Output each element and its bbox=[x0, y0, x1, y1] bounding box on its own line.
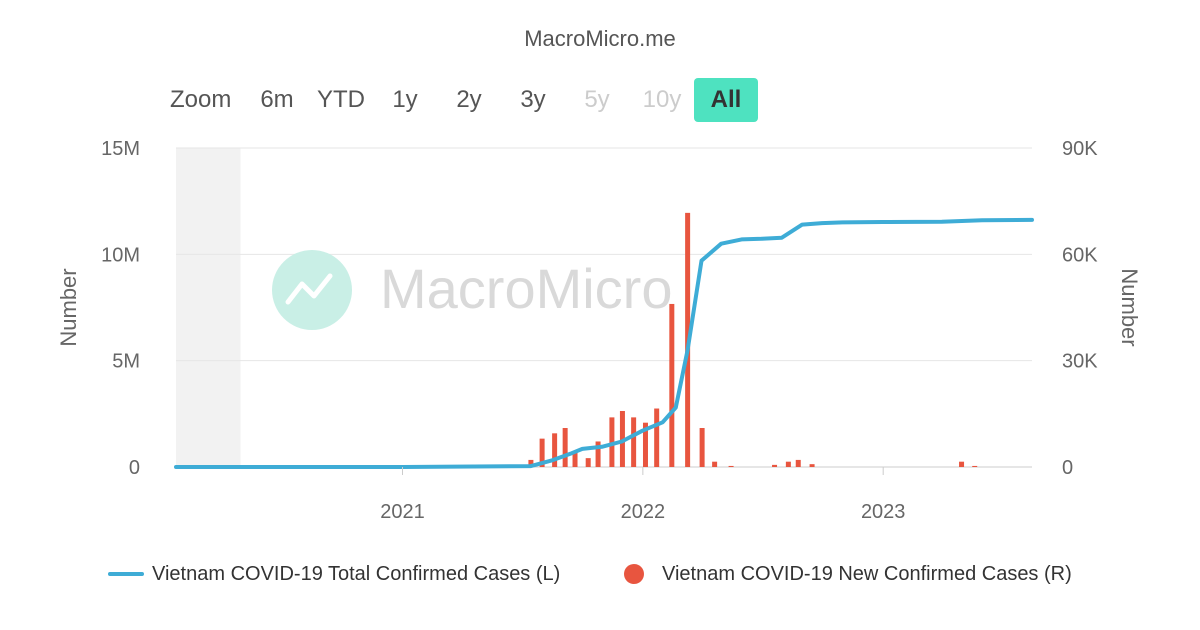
range-button-1y[interactable]: 1y bbox=[392, 86, 418, 113]
new-cases-bar bbox=[795, 459, 801, 467]
legend-label-total-cases: Vietnam COVID-19 Total Confirmed Cases (… bbox=[152, 563, 561, 585]
zoom-label: Zoom bbox=[170, 86, 232, 113]
new-cases-bar bbox=[785, 461, 791, 467]
legend-label-new-cases: Vietnam COVID-19 New Confirmed Cases (R) bbox=[662, 563, 1072, 585]
legend: Vietnam COVID-19 Total Confirmed Cases (… bbox=[0, 558, 1200, 590]
right-axis-tick-label: 0 bbox=[1062, 457, 1073, 479]
new-cases-bar bbox=[699, 428, 705, 467]
new-cases-bar bbox=[959, 461, 965, 467]
left-axis-tick-label: 15M bbox=[101, 138, 140, 160]
new-cases-bar bbox=[728, 465, 734, 467]
left-axis-tick-label: 10M bbox=[101, 244, 140, 266]
watermark: MacroMicro bbox=[272, 250, 672, 330]
left-axis-tick-label: 5M bbox=[112, 351, 140, 373]
new-cases-bar bbox=[809, 464, 815, 467]
new-cases-bar bbox=[972, 465, 978, 467]
range-button-3y[interactable]: 3y bbox=[520, 86, 546, 113]
chart-source-title: MacroMicro.me bbox=[524, 26, 676, 51]
left-axis-tick-label: 0 bbox=[129, 457, 140, 479]
new-cases-bar bbox=[528, 459, 534, 467]
new-cases-bar bbox=[631, 417, 637, 467]
watermark-text: MacroMicro bbox=[380, 257, 672, 320]
x-axis-ticks: 2021 2022 2023 bbox=[380, 467, 905, 523]
range-button-5y: 5y bbox=[584, 86, 610, 113]
legend-line-icon bbox=[108, 572, 144, 576]
new-cases-bar bbox=[562, 428, 568, 467]
right-axis-tick-label: 30K bbox=[1062, 351, 1098, 373]
range-button-ytd[interactable]: YTD bbox=[317, 86, 365, 113]
x-axis-tick-label: 2022 bbox=[621, 501, 666, 523]
legend-item-total-cases[interactable]: Vietnam COVID-19 Total Confirmed Cases (… bbox=[108, 558, 588, 590]
x-axis-tick-label: 2021 bbox=[380, 501, 425, 523]
new-cases-bar bbox=[712, 461, 718, 467]
right-axis-tick-label: 60K bbox=[1062, 244, 1098, 266]
left-axis-ticks: 0 5M 10M 15M bbox=[101, 138, 140, 479]
right-axis-ticks: 0 30K 60K 90K bbox=[1062, 138, 1098, 479]
x-axis-tick-label: 2023 bbox=[861, 501, 906, 523]
new-cases-bar bbox=[669, 303, 675, 467]
right-axis-title: Number bbox=[1117, 268, 1142, 346]
range-button-6m[interactable]: 6m bbox=[260, 86, 294, 113]
new-cases-bar bbox=[642, 422, 648, 467]
new-cases-bar bbox=[585, 458, 591, 467]
new-cases-bar bbox=[552, 433, 558, 467]
watermark-logo-mark bbox=[285, 273, 333, 305]
new-cases-bar bbox=[539, 438, 545, 467]
range-button-10y: 10y bbox=[642, 86, 682, 113]
range-button-all[interactable]: All bbox=[694, 78, 758, 122]
legend-dot-icon bbox=[624, 564, 644, 584]
left-axis-title: Number bbox=[56, 268, 81, 346]
total-cases-line[interactable] bbox=[174, 217, 1034, 469]
range-button-2y[interactable]: 2y bbox=[456, 86, 482, 113]
new-cases-bar bbox=[772, 464, 778, 467]
watermark-logo-icon bbox=[272, 250, 352, 330]
new-cases-bar bbox=[595, 441, 601, 467]
new-cases-bar bbox=[572, 451, 578, 467]
shaded-period-band bbox=[176, 148, 241, 467]
new-cases-bars bbox=[528, 212, 978, 467]
right-axis-tick-label: 90K bbox=[1062, 138, 1098, 160]
legend-item-new-cases[interactable]: Vietnam COVID-19 New Confirmed Cases (R) bbox=[624, 558, 1104, 590]
new-cases-bar bbox=[654, 408, 660, 467]
